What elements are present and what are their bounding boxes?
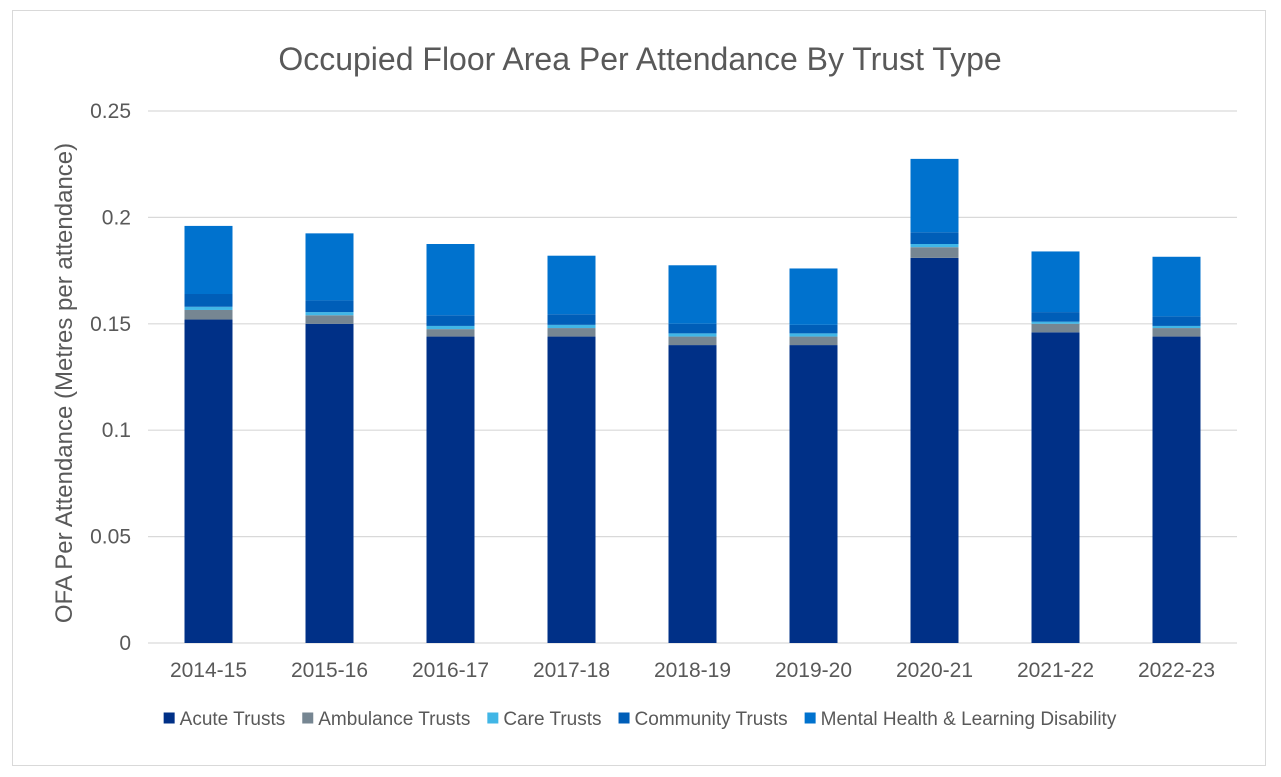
legend-label: Community Trusts bbox=[635, 709, 788, 730]
bar-segment bbox=[184, 319, 233, 643]
bar-segment bbox=[305, 233, 354, 301]
bar-segment bbox=[789, 324, 838, 334]
y-axis-label: OFA Per Attendance (Metres per attendanc… bbox=[51, 143, 78, 623]
bar-segment bbox=[1152, 325, 1201, 329]
bar-segment bbox=[184, 225, 233, 295]
x-tick-label: 2016-17 bbox=[412, 659, 489, 682]
legend-label: Ambulance Trusts bbox=[318, 709, 470, 730]
bar-segment bbox=[547, 255, 596, 315]
legend-label: Care Trusts bbox=[503, 709, 601, 730]
y-tick-label: 0.1 bbox=[102, 419, 131, 442]
y-tick-label: 0.05 bbox=[90, 526, 131, 549]
x-tick-label: 2014-15 bbox=[170, 659, 247, 682]
bars bbox=[184, 158, 1201, 643]
bar-segment bbox=[184, 309, 233, 320]
bar-segment bbox=[910, 257, 959, 643]
bar-segment bbox=[1031, 323, 1080, 333]
x-tick-label: 2015-16 bbox=[291, 659, 368, 682]
bar-segment bbox=[1152, 336, 1201, 643]
bar-segment bbox=[305, 300, 354, 313]
legend-swatch bbox=[163, 712, 175, 724]
bar-segment bbox=[789, 268, 838, 325]
x-tick-label: 2019-20 bbox=[775, 659, 852, 682]
x-tick-label: 2017-18 bbox=[533, 659, 610, 682]
bar-segment bbox=[668, 336, 717, 346]
bar-segment bbox=[1031, 332, 1080, 643]
bar-segment bbox=[910, 232, 959, 244]
y-tick-label: 0 bbox=[119, 632, 131, 655]
legend-swatch bbox=[302, 712, 314, 724]
bar-segment bbox=[1152, 316, 1201, 326]
legend-swatch bbox=[618, 712, 630, 724]
bar-segment bbox=[547, 324, 596, 329]
x-tick-label: 2022-23 bbox=[1138, 659, 1215, 682]
y-tick-label: 0.25 bbox=[90, 100, 131, 123]
bar-segment bbox=[547, 328, 596, 337]
bar-segment bbox=[668, 345, 717, 643]
legend-label: Mental Health & Learning Disability bbox=[821, 709, 1117, 730]
bar-segment bbox=[426, 244, 475, 316]
x-axis-ticks: 2014-15 2015-16 2016-17 2017-18 2018-19 2019-… bbox=[170, 659, 1215, 682]
legend-label: Acute Trusts bbox=[180, 709, 286, 730]
y-tick-label: 0.15 bbox=[90, 313, 131, 336]
bar-segment bbox=[305, 312, 354, 316]
bar-segment bbox=[910, 158, 959, 233]
y-axis-ticks: 0 0.05 0.1 0.15 0.2 0.25 bbox=[90, 100, 131, 655]
x-tick-label: 2021-22 bbox=[1017, 659, 1094, 682]
bar-segment bbox=[426, 315, 475, 326]
bar-segment bbox=[910, 247, 959, 258]
bar-segment bbox=[789, 333, 838, 337]
x-tick-label: 2020-21 bbox=[896, 659, 973, 682]
x-tick-label: 2018-19 bbox=[654, 659, 731, 682]
bar-segment bbox=[1031, 321, 1080, 324]
chart-title: Occupied Floor Area Per Attendance By Tr… bbox=[278, 41, 1001, 77]
legend-swatch bbox=[487, 712, 499, 724]
bar-segment bbox=[184, 294, 233, 307]
bar-segment bbox=[1031, 251, 1080, 313]
bar-segment bbox=[305, 315, 354, 324]
bar-segment bbox=[1031, 312, 1080, 322]
bar-segment bbox=[668, 323, 717, 334]
bar-segment bbox=[789, 345, 838, 643]
bar-segment bbox=[910, 244, 959, 248]
bar-segment bbox=[789, 336, 838, 346]
bar-segment bbox=[305, 323, 354, 643]
bar-segment bbox=[668, 333, 717, 337]
legend: Acute Trusts Ambulance Trusts Care Trusts C… bbox=[163, 709, 1117, 730]
y-tick-label: 0.2 bbox=[102, 206, 131, 229]
bar-segment bbox=[426, 325, 475, 330]
bar-segment bbox=[184, 306, 233, 310]
bar-segment bbox=[426, 336, 475, 643]
bar-segment bbox=[1152, 328, 1201, 337]
bar-segment bbox=[426, 329, 475, 337]
bar-segment bbox=[547, 314, 596, 325]
bar-segment bbox=[1152, 256, 1201, 317]
bar-segment bbox=[668, 265, 717, 324]
legend-swatch bbox=[804, 712, 816, 724]
bar-segment bbox=[547, 336, 596, 643]
